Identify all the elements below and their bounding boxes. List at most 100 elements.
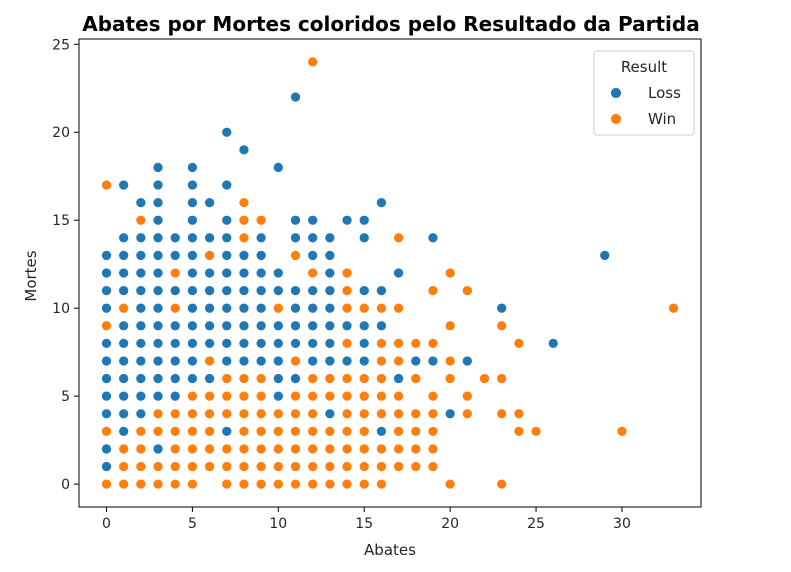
point-loss bbox=[118, 338, 130, 349]
point-win bbox=[307, 408, 319, 420]
point-win bbox=[118, 478, 130, 490]
point-win bbox=[187, 390, 198, 402]
x-tick-label: 5 bbox=[188, 516, 197, 532]
point-loss bbox=[255, 320, 267, 332]
point-loss bbox=[187, 162, 198, 173]
point-win bbox=[204, 390, 215, 402]
point-loss bbox=[221, 267, 233, 279]
point-win bbox=[324, 478, 336, 490]
point-win bbox=[496, 408, 508, 420]
point-loss bbox=[169, 232, 181, 244]
point-win bbox=[307, 461, 319, 472]
point-win bbox=[496, 478, 508, 490]
point-win bbox=[427, 338, 439, 349]
point-loss bbox=[255, 355, 267, 367]
point-win bbox=[393, 355, 404, 367]
y-axis-label: Mortes bbox=[22, 250, 40, 301]
y-tick-label: 20 bbox=[52, 125, 70, 141]
point-loss bbox=[152, 338, 164, 349]
point-loss bbox=[204, 267, 215, 279]
point-loss bbox=[221, 179, 233, 191]
point-loss bbox=[221, 214, 233, 226]
legend: Result Loss Win bbox=[593, 50, 695, 136]
point-win bbox=[427, 390, 439, 402]
point-win bbox=[255, 373, 267, 384]
legend-label-loss: Loss bbox=[648, 84, 681, 102]
point-loss bbox=[358, 338, 370, 349]
point-loss bbox=[324, 408, 336, 420]
point-loss bbox=[101, 408, 112, 420]
point-loss bbox=[255, 302, 267, 314]
point-loss bbox=[152, 179, 164, 191]
y-tick-label: 0 bbox=[61, 477, 70, 493]
point-loss bbox=[376, 197, 387, 208]
point-win bbox=[427, 408, 439, 420]
point-win bbox=[358, 478, 370, 490]
point-win bbox=[255, 426, 267, 437]
point-loss bbox=[290, 338, 301, 349]
point-loss bbox=[135, 267, 147, 279]
point-win bbox=[187, 461, 198, 472]
point-win bbox=[341, 478, 353, 490]
point-win bbox=[324, 373, 336, 384]
point-win bbox=[358, 443, 370, 455]
point-loss bbox=[101, 355, 112, 367]
point-win bbox=[410, 443, 422, 455]
point-win bbox=[444, 320, 456, 332]
point-win bbox=[152, 426, 164, 437]
point-loss bbox=[187, 302, 198, 314]
point-win bbox=[341, 302, 353, 314]
point-win bbox=[101, 320, 112, 332]
point-win bbox=[341, 267, 353, 279]
point-win bbox=[444, 355, 456, 367]
y-tick-label: 5 bbox=[61, 389, 70, 405]
point-loss bbox=[255, 267, 267, 279]
point-loss bbox=[101, 338, 112, 349]
point-loss bbox=[324, 338, 336, 349]
point-loss bbox=[255, 338, 267, 349]
point-loss bbox=[169, 338, 181, 349]
point-loss bbox=[118, 373, 130, 384]
point-loss bbox=[238, 250, 250, 261]
point-loss bbox=[307, 232, 319, 244]
point-win bbox=[290, 478, 301, 490]
point-loss bbox=[152, 162, 164, 173]
point-loss bbox=[307, 285, 319, 296]
point-win bbox=[238, 214, 250, 226]
point-loss bbox=[152, 285, 164, 296]
point-win bbox=[255, 408, 267, 420]
point-win bbox=[410, 408, 422, 420]
point-win bbox=[376, 338, 387, 349]
x-axis-ticks: 0 5 10 15 20 25 30 bbox=[102, 507, 631, 532]
point-loss bbox=[221, 232, 233, 244]
point-loss bbox=[101, 390, 112, 402]
point-win bbox=[118, 461, 130, 472]
point-win bbox=[169, 302, 181, 314]
point-win bbox=[221, 373, 233, 384]
point-loss bbox=[272, 320, 284, 332]
point-loss bbox=[272, 267, 284, 279]
point-loss bbox=[461, 355, 473, 367]
point-loss bbox=[221, 285, 233, 296]
point-win bbox=[324, 390, 336, 402]
point-loss bbox=[135, 355, 147, 367]
point-loss bbox=[290, 285, 301, 296]
point-loss bbox=[290, 373, 301, 384]
point-win bbox=[169, 426, 181, 437]
point-loss bbox=[221, 320, 233, 332]
point-loss bbox=[101, 443, 112, 455]
point-win bbox=[272, 302, 284, 314]
point-loss bbox=[272, 373, 284, 384]
point-win bbox=[221, 390, 233, 402]
point-loss bbox=[324, 267, 336, 279]
point-win bbox=[238, 408, 250, 420]
point-loss bbox=[221, 250, 233, 261]
point-win bbox=[513, 338, 525, 349]
point-win bbox=[169, 408, 181, 420]
point-win bbox=[101, 179, 112, 191]
point-loss bbox=[290, 302, 301, 314]
point-loss bbox=[358, 355, 370, 367]
point-loss bbox=[101, 285, 112, 296]
point-win bbox=[393, 443, 404, 455]
point-loss bbox=[341, 214, 353, 226]
